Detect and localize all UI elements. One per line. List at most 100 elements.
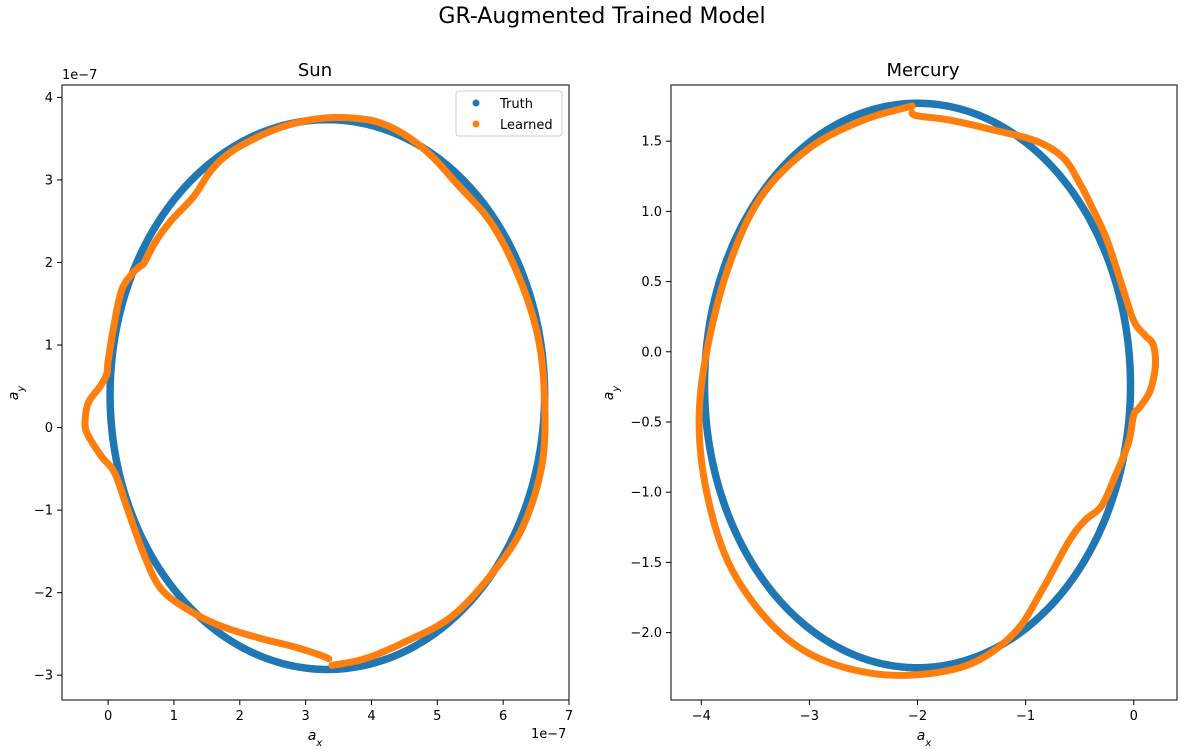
sun-learned-point — [124, 506, 132, 514]
mercury-x-tick-label: −2 — [908, 709, 927, 724]
mercury-learned-point — [1146, 387, 1154, 395]
mercury-y-tick-label: −0.5 — [630, 415, 662, 430]
sun-x-tick-label: 0 — [104, 709, 112, 724]
sun-learned-point — [256, 634, 264, 642]
sun-y-exponent-label: 1e−7 — [62, 68, 97, 83]
legend-marker-learned — [472, 120, 480, 128]
sun-learned-point — [140, 552, 148, 560]
mercury-learned-point — [859, 668, 867, 676]
legend-marker-truth — [472, 99, 480, 107]
sun-plot-area: 0 1 2 3 4 5 6 7 −3 −2 −1 0 1 2 3 4 — [34, 84, 573, 724]
mercury-learned-point — [1130, 317, 1138, 325]
sun-learned-point — [486, 217, 494, 225]
sun-learned-point — [223, 151, 231, 159]
mercury-learned-point — [908, 102, 916, 110]
sun-x-tick-label: 2 — [236, 709, 244, 724]
mercury-y-tick-label: 0.5 — [641, 275, 662, 290]
mercury-learned-point — [1119, 285, 1127, 293]
sun-learned-point — [140, 258, 148, 266]
mercury-learned-point — [757, 193, 765, 201]
sun-learned-point — [486, 572, 494, 580]
mercury-learned-point — [1135, 404, 1143, 412]
sun-learned-point — [519, 523, 527, 531]
mercury-learned-point — [946, 116, 954, 124]
sun-learned-point — [109, 325, 117, 333]
sun-learned-point — [152, 238, 159, 246]
sun-learned-point — [288, 642, 296, 650]
mercury-x-tick-label: −1 — [1016, 709, 1035, 724]
sun-learned-point — [512, 267, 520, 275]
sun-learned-point — [315, 651, 323, 659]
sun-learned-point — [190, 192, 198, 200]
mercury-learned-point — [968, 659, 976, 667]
mercury-data-layer — [695, 99, 1160, 679]
mercury-y-tick-label: 1.5 — [641, 135, 662, 150]
sun-learned-point — [157, 585, 165, 593]
sun-learned-point — [111, 469, 119, 477]
sun-x-tick-label: 1 — [170, 709, 178, 724]
mercury-learned-point — [1032, 137, 1040, 145]
sun-learned-point — [104, 358, 112, 366]
sun-learned-point — [446, 613, 454, 621]
mercury-panel-title: Mercury — [887, 60, 960, 81]
sun-learned-point — [84, 399, 92, 407]
sun-x-tick-label: 3 — [301, 709, 309, 724]
mercury-y-tick-label: −2.0 — [630, 626, 662, 641]
sun-y-tick-label: 3 — [45, 173, 53, 188]
mercury-learned-point — [1149, 341, 1157, 349]
mercury-learned-point — [703, 348, 711, 356]
mercury-learned-point — [1130, 411, 1138, 419]
mercury-x-tick-label: 0 — [1130, 709, 1138, 724]
sun-learned-point — [532, 325, 540, 333]
legend-label-truth: Truth — [499, 97, 533, 112]
mercury-learned-point — [805, 650, 813, 658]
sun-learned-point — [348, 114, 356, 122]
mercury-learned-point — [908, 109, 916, 117]
sun-y-tick-label: 1 — [45, 339, 53, 354]
sun-y-tick-label: −3 — [34, 669, 53, 684]
mercury-x-tick-label: −4 — [692, 709, 711, 724]
sun-legend: Truth Learned — [455, 90, 563, 137]
mercury-learned-point — [805, 144, 813, 152]
mercury-learned-point — [1081, 516, 1089, 524]
sun-x-tick-label: 5 — [433, 709, 441, 724]
sun-x-tick-label: 7 — [565, 709, 573, 724]
mercury-learned-point — [859, 116, 867, 124]
mercury-learned-point — [1103, 235, 1111, 243]
sun-legend-box — [455, 90, 563, 137]
legend-label-learned: Learned — [500, 118, 553, 133]
sun-learned-point — [328, 661, 336, 669]
sun-x-exponent-label: 1e−7 — [531, 727, 566, 742]
mercury-y-tick-label: −1.5 — [630, 556, 662, 571]
mercury-y-tick-label: 0.0 — [641, 345, 662, 360]
mercury-learned-point — [989, 126, 997, 134]
sun-learned-point — [295, 118, 303, 126]
sun-learned-point — [361, 655, 369, 663]
mercury-learned-point — [724, 558, 732, 566]
mercury-axes-frame — [670, 84, 1178, 701]
sun-learned-point — [136, 263, 144, 271]
mercury-learned-point — [1076, 179, 1084, 187]
sun-learned-point — [321, 114, 329, 122]
sun-data-layer — [81, 114, 549, 674]
sun-learned-point — [127, 271, 135, 279]
sun-x-tick-label: 6 — [499, 709, 507, 724]
sun-learned-point — [374, 118, 382, 126]
sun-learned-point — [96, 382, 104, 390]
mercury-learned-point — [695, 418, 703, 426]
sun-learned-point — [427, 151, 435, 159]
sun-learned-point — [269, 126, 277, 134]
mercury-learned-point — [724, 264, 732, 272]
sun-y-tick-label: 0 — [45, 421, 53, 436]
mercury-plot-area: −4 −3 −2 −1 0 −2.0 −1.5 −1.0 −0.5 0.0 0.5 1.0 1.5 — [630, 84, 1178, 724]
sun-y-tick-label: −2 — [34, 586, 53, 601]
mercury-learned-point — [914, 112, 922, 120]
mercury-y-tick-label: −1.0 — [630, 486, 662, 501]
sun-panel-title: Sun — [298, 60, 332, 81]
mercury-learned-point — [1097, 502, 1105, 510]
mercury-series-learned — [695, 102, 1160, 679]
mercury-y-tick-label: 1.0 — [641, 205, 662, 220]
mercury-learned-point — [1059, 154, 1067, 162]
sun-learned-point — [539, 457, 547, 465]
